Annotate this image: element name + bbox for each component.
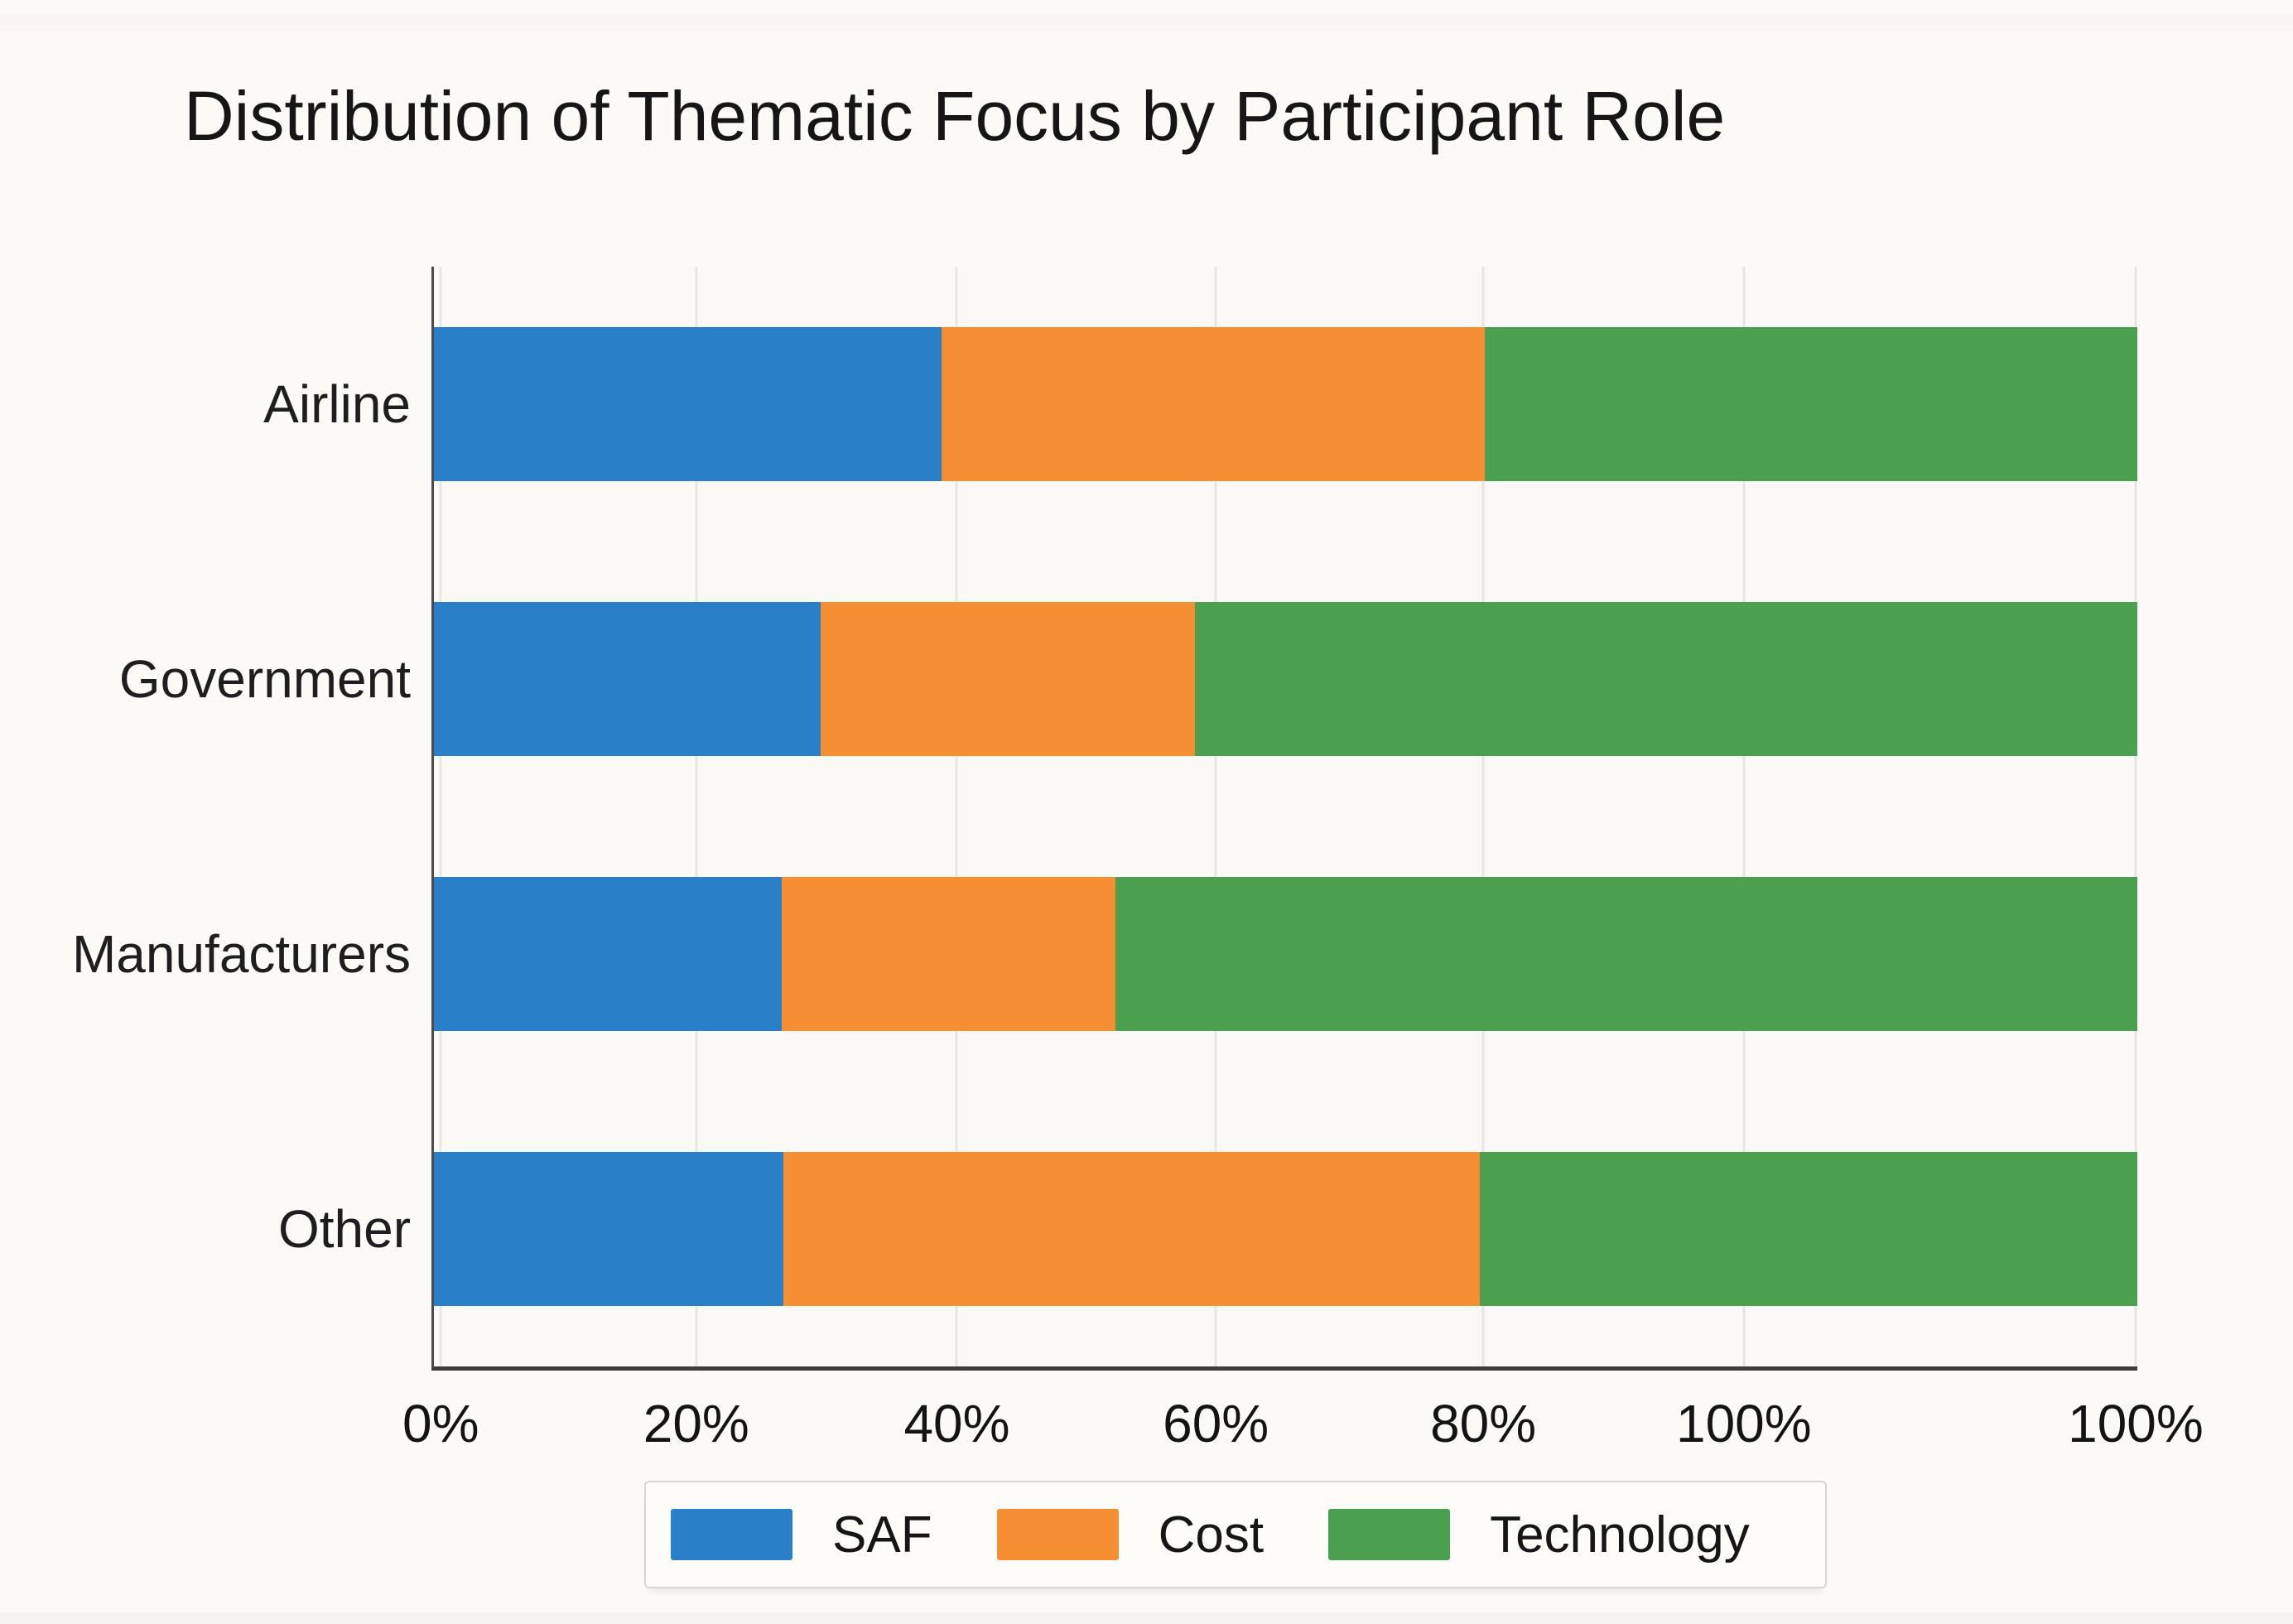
gridline xyxy=(955,267,958,1366)
gridline xyxy=(1214,267,1217,1366)
x-tick-label: 0% xyxy=(402,1394,479,1453)
bar-row-airline: Airline xyxy=(263,267,2137,542)
y-axis-label-airline: Airline xyxy=(263,374,411,434)
legend-swatch-cost-icon xyxy=(996,1509,1119,1560)
gridline xyxy=(1742,267,1746,1366)
bar-row-other: Other xyxy=(278,1092,2137,1366)
bar-row-government: Government xyxy=(119,542,2137,817)
y-axis-label-manufacturers: Manufacturers xyxy=(71,924,411,984)
x-tick-label: 40% xyxy=(903,1394,1010,1453)
page-top-edge-smudge xyxy=(0,13,2293,31)
bar-government xyxy=(434,602,2137,756)
bar-airline xyxy=(434,327,2137,481)
gridline xyxy=(1481,267,1485,1366)
bar-other xyxy=(434,1152,2137,1306)
bar-segment-cost-manufacturers xyxy=(781,877,1115,1031)
x-tick-label: 100% xyxy=(2068,1394,2204,1453)
bar-segment-technology-other xyxy=(1479,1152,2137,1306)
bar-row-manufacturers: Manufacturers xyxy=(72,817,2137,1092)
bar-segment-technology-government xyxy=(1195,602,2137,756)
bar-segment-cost-government xyxy=(820,602,1196,756)
chart-title: Distribution of Thematic Focus by Partic… xyxy=(184,77,1726,155)
gridline xyxy=(2134,267,2137,1366)
x-tick-label: 80% xyxy=(1430,1394,1537,1453)
legend-item-saf: SAF xyxy=(671,1506,932,1564)
bar-segment-saf-airline xyxy=(434,327,942,481)
x-tick-label: 100% xyxy=(1675,1394,1812,1453)
plot-area: Airline Government Manufacturers Other 0% 20%… xyxy=(72,267,2204,1453)
legend-label-cost: Cost xyxy=(1158,1506,1265,1564)
bar-segment-saf-government xyxy=(434,602,821,756)
bar-segment-technology-manufacturers xyxy=(1115,877,2137,1031)
legend-swatch-saf-icon xyxy=(671,1509,792,1560)
x-tick-label: 20% xyxy=(643,1394,749,1453)
y-axis-label-other: Other xyxy=(277,1199,411,1259)
bar-segment-saf-manufacturers xyxy=(434,877,782,1031)
bar-segment-saf-other xyxy=(434,1152,783,1306)
legend-label-saf: SAF xyxy=(832,1506,932,1564)
y-axis-label-government: Government xyxy=(118,649,411,709)
gridline xyxy=(695,267,698,1366)
page-bottom-edge-smudge xyxy=(0,1612,2293,1624)
bar-segment-cost-other xyxy=(783,1152,1480,1306)
legend-item-cost: Cost xyxy=(996,1506,1265,1564)
bar-segment-cost-airline xyxy=(941,327,1486,481)
x-tick-label: 60% xyxy=(1163,1394,1269,1453)
bar-manufacturers xyxy=(434,877,2137,1031)
gridline xyxy=(439,267,442,1366)
legend-item-technology: Technology xyxy=(1328,1506,1750,1564)
legend-label-technology: Technology xyxy=(1490,1506,1750,1564)
bar-segment-technology-airline xyxy=(1485,327,2137,481)
legend: SAF Cost Technology xyxy=(644,1481,1827,1588)
legend-swatch-technology-icon xyxy=(1328,1509,1451,1560)
